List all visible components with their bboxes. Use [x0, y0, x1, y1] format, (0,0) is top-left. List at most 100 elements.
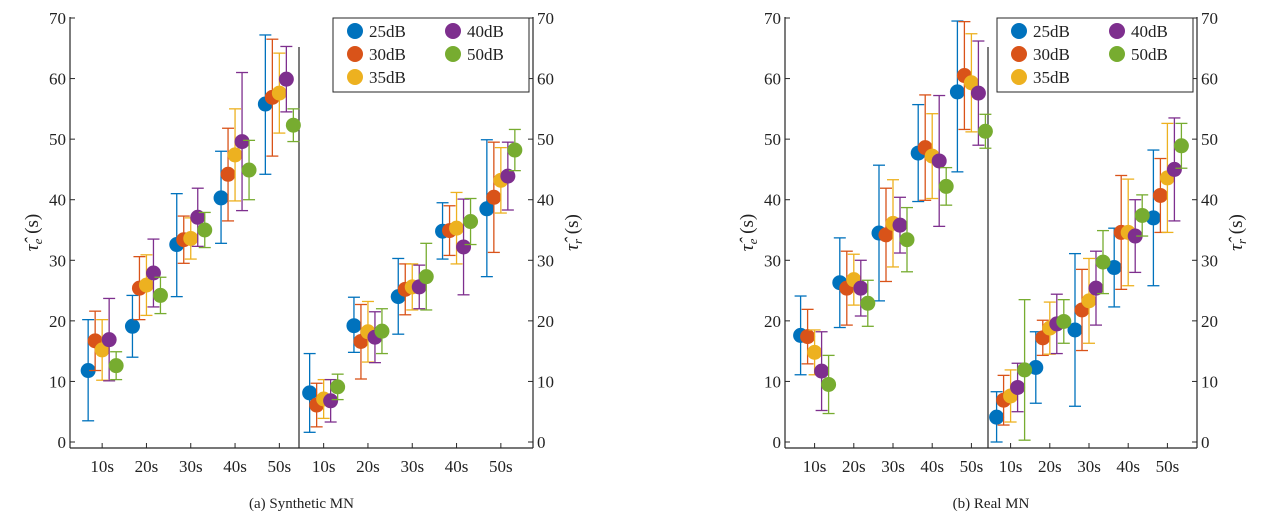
y-axis-label-right: τ̂r (s)	[562, 214, 585, 251]
data-point	[1166, 161, 1182, 177]
legend-label: 40dB	[467, 22, 504, 41]
x-tick-label: 10s	[803, 457, 827, 476]
data-point	[1010, 379, 1026, 395]
legend-label: 50dB	[467, 45, 504, 64]
series-25dB	[793, 20, 1161, 443]
y-tick-label-left: 50	[49, 130, 66, 149]
x-tick-label: 40s	[223, 457, 247, 476]
y-axis-label-right-group: τ̂r (s)	[1226, 214, 1249, 251]
y-tick-label-left: 10	[49, 372, 66, 391]
y-tick-label-right: 0	[1201, 433, 1210, 452]
y-tick-label-left: 20	[49, 312, 66, 331]
data-point	[418, 269, 434, 285]
data-point	[463, 214, 479, 230]
data-point	[227, 147, 243, 163]
x-tick-label: 30s	[179, 457, 203, 476]
data-point	[330, 379, 346, 395]
series-50dB	[821, 113, 1189, 441]
legend-marker	[1011, 23, 1027, 39]
y-tick-label-left: 60	[49, 70, 66, 89]
y-tick-label-right: 50	[537, 130, 554, 149]
data-point	[1081, 293, 1097, 309]
legend-marker	[1011, 46, 1027, 62]
legend: 25dB 30dB 35dB 40dB 50dB	[996, 17, 1194, 93]
data-point	[234, 134, 250, 150]
y-tick-label-left: 40	[49, 191, 66, 210]
x-tick-label: 50s	[960, 457, 984, 476]
x-tick-label: 10s	[999, 457, 1023, 476]
y-tick-label-right: 30	[537, 251, 554, 270]
data-point	[1028, 359, 1044, 375]
data-point	[278, 71, 294, 87]
y-tick-label-right: 70	[1201, 9, 1218, 28]
y-tick-label-left: 50	[764, 130, 781, 149]
data-point	[1056, 313, 1072, 329]
data-point	[374, 323, 390, 339]
x-tick-label: 30s	[1077, 457, 1101, 476]
data-point	[183, 230, 199, 246]
x-tick-label: 20s	[842, 457, 866, 476]
y-tick-label-left: 0	[58, 433, 67, 452]
data-point	[1067, 322, 1083, 338]
x-tick-label: 40s	[920, 457, 944, 476]
data-point	[479, 201, 495, 217]
legend-marker	[445, 23, 461, 39]
y-tick-label-right: 60	[1201, 70, 1218, 89]
data-point	[241, 162, 257, 178]
legend-marker	[1109, 46, 1125, 62]
data-point	[507, 142, 523, 158]
legend-marker	[1011, 69, 1027, 85]
y-tick-label-left: 10	[764, 372, 781, 391]
data-point	[977, 123, 993, 139]
y-tick-label-right: 30	[1201, 251, 1218, 270]
data-point	[190, 209, 206, 225]
data-point	[949, 84, 965, 100]
x-tick-label: 30s	[400, 457, 424, 476]
data-point	[892, 217, 908, 233]
series-40dB	[814, 40, 1182, 413]
y-axis-label-left: τ̂e (s)	[22, 214, 45, 251]
data-point	[970, 85, 986, 101]
data-point	[938, 178, 954, 194]
legend-label: 35dB	[1033, 68, 1070, 87]
chart-panel-0: 0 0 10 10 20 20 30 30 40 40 50 50 60 60 70 70 10s 20s 30s 4…	[22, 9, 585, 512]
y-tick-label-right: 10	[537, 372, 554, 391]
legend-marker	[445, 46, 461, 62]
caption: (b) Real MN	[953, 496, 1030, 512]
data-point	[853, 280, 869, 296]
data-point	[145, 265, 161, 281]
data-point	[101, 332, 117, 348]
legend-label: 25dB	[1033, 22, 1070, 41]
x-tick-label: 50s	[1156, 457, 1180, 476]
data-point	[285, 117, 301, 133]
y-tick-label-left: 70	[49, 9, 66, 28]
data-point	[860, 295, 876, 311]
legend-marker	[1109, 23, 1125, 39]
x-tick-label: 20s	[1038, 457, 1062, 476]
y-axis-label-left-group: τ̂e (s)	[737, 214, 760, 251]
data-point	[323, 393, 339, 409]
data-point	[1173, 138, 1189, 154]
y-tick-label-right: 0	[537, 433, 546, 452]
chart-panel-1: 0 0 10 10 20 20 30 30 40 40 50 50 60 60 70 70 10s 20s 30s 4…	[737, 9, 1249, 512]
legend-marker	[347, 23, 363, 39]
series-50dB	[108, 108, 523, 401]
x-tick-label: 20s	[356, 457, 380, 476]
data-point	[486, 189, 502, 205]
data-point	[449, 220, 465, 236]
legend-marker	[347, 46, 363, 62]
y-tick-label-right: 40	[1201, 191, 1218, 210]
y-axis-label-left-group: τ̂e (s)	[22, 214, 45, 251]
data-point	[152, 287, 168, 303]
data-point	[821, 376, 837, 392]
y-axis-label-right: τ̂r (s)	[1226, 214, 1249, 251]
x-tick-label: 50s	[489, 457, 513, 476]
y-tick-label-right: 60	[537, 70, 554, 89]
data-point	[1127, 228, 1143, 244]
y-tick-label-left: 60	[764, 70, 781, 89]
legend-label: 25dB	[369, 22, 406, 41]
y-tick-label-left: 40	[764, 191, 781, 210]
caption: (a) Synthetic MN	[249, 496, 354, 512]
legend-marker	[347, 69, 363, 85]
